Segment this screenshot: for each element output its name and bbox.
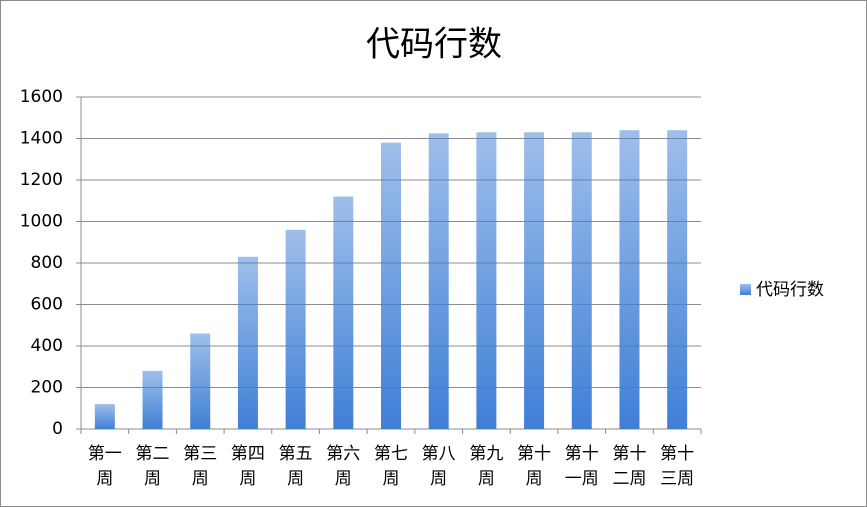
x-tick-label: 第九周 [469, 444, 504, 489]
y-tick-label: 400 [31, 336, 63, 356]
bar [476, 132, 497, 429]
x-tick-label: 第五周 [278, 444, 313, 489]
y-tick-label: 800 [31, 253, 63, 273]
bar [571, 132, 592, 429]
x-tick-label: 第七周 [373, 444, 408, 489]
x-tick-label: 第一周 [87, 444, 122, 489]
x-tick-label: 第二周 [135, 444, 170, 489]
bar [285, 229, 306, 429]
bar [428, 133, 449, 429]
x-tick-label: 第四周 [230, 444, 265, 489]
x-tick-label: 第六周 [326, 444, 361, 489]
chart-title: 代码行数 [366, 25, 502, 65]
x-tick-label: 第十三周 [660, 444, 695, 489]
y-tick-label: 200 [31, 378, 63, 398]
x-tick-label: 第三周 [183, 444, 218, 489]
bar [381, 142, 401, 429]
bar [237, 256, 258, 429]
legend-swatch [740, 284, 751, 295]
bar [524, 132, 545, 429]
y-tick-label: 1000 [20, 212, 63, 232]
bar [667, 130, 688, 429]
y-tick-label: 1600 [20, 87, 63, 107]
bar [333, 196, 354, 429]
x-tick-label: 第十一周 [564, 444, 599, 489]
x-tick-label: 第十二周 [612, 444, 647, 489]
y-tick-label: 1200 [20, 170, 63, 190]
x-tick-label: 第八周 [421, 444, 456, 489]
x-tick-label: 第十周 [517, 444, 552, 489]
bar [619, 130, 640, 429]
y-tick-label: 600 [31, 295, 63, 315]
y-tick-label: 1400 [20, 129, 63, 149]
legend-label: 代码行数 [756, 280, 824, 300]
bar [142, 370, 163, 429]
y-tick-label: 0 [52, 419, 63, 439]
bar [94, 404, 115, 429]
bar [190, 333, 211, 429]
